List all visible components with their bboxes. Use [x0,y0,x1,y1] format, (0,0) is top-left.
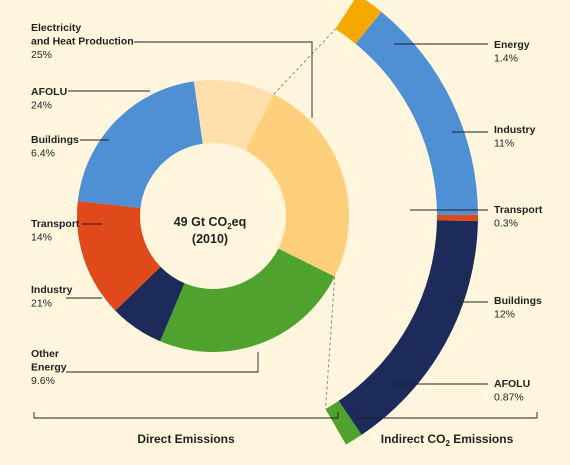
direct-emissions-label: Direct Emissions [137,432,235,446]
label-name: AFOLU [494,378,530,390]
indirect-bracket [356,412,538,419]
slice-industry [77,81,203,208]
slice-transport [76,200,161,311]
label-name: Other [31,348,59,360]
label-name: Transport [31,218,80,230]
center-label-sub: 2 [227,222,232,231]
label-value: 0.87% [494,392,524,404]
label-value: 6.4% [31,148,55,160]
label-value: 9.6% [31,375,55,387]
leader-electricity-and-heat-production [134,41,313,118]
label-value: 21% [31,298,52,310]
direct-emissions-donut [76,79,349,352]
label-value: 11% [494,138,514,150]
label-name: Energy [494,39,530,51]
label-name: Industry [494,124,536,136]
label-name: Energy [31,362,67,374]
center-label-year: (2010) [192,232,228,246]
slice-electricity-and-heat-production [245,94,349,277]
label-name: Transport [494,204,543,216]
indirect-label-sub: 2 [445,439,450,448]
center-label: 49 Gt CO2eq [174,215,247,231]
label-indirect-afolu: AFOLU 0.87% [494,378,530,404]
connector-lines [273,28,336,410]
indirect-label-main: Indirect CO [381,432,446,446]
segment-buildings [338,220,478,435]
slice-afolu [160,248,335,352]
slice-buildings [115,266,185,342]
label-indirect-buildings: Buildings 12% [494,295,542,321]
segment-industry [355,12,478,215]
connector-top [273,28,336,95]
label-indirect-industry: Industry 11% [494,124,536,150]
direct-bracket [33,412,339,419]
label-value: 24% [31,100,52,112]
label-name: Industry [31,284,73,296]
label-industry: Industry 21% [31,284,73,310]
label-afolu: AFOLU 24% [31,86,67,112]
label-name: Buildings [31,134,79,146]
segment-transport [436,214,479,222]
center-label-tail: eq [232,215,247,229]
label-buildings: Buildings 6.4% [31,134,79,160]
indirect-emissions-arc [325,0,479,445]
label-indirect-energy: Energy 1.4% [494,39,530,65]
label-name: Buildings [494,295,542,307]
segment-energy [335,0,382,44]
leader-other-energy [66,352,259,373]
label-value: 1.4% [494,53,518,65]
leader-lines [66,41,488,385]
center-label-main: 49 Gt CO [174,215,228,229]
label-name: AFOLU [31,86,67,98]
label-name: and Heat Production [31,36,134,48]
label-transport: Transport 14% [31,218,80,244]
segment-afolu [325,400,362,445]
slice-other-energy [193,79,274,151]
label-value: 25% [31,49,52,61]
indirect-emissions-label: Indirect CO2 Emissions [381,432,514,448]
indirect-label-tail: Emissions [450,432,514,446]
label-value: 12% [494,309,515,321]
label-value: 0.3% [494,218,518,230]
label-value: 14% [31,232,52,244]
label-indirect-transport: Transport 0.3% [494,204,543,230]
label-name: Electricity [31,22,81,34]
connector-bottom [325,276,336,410]
